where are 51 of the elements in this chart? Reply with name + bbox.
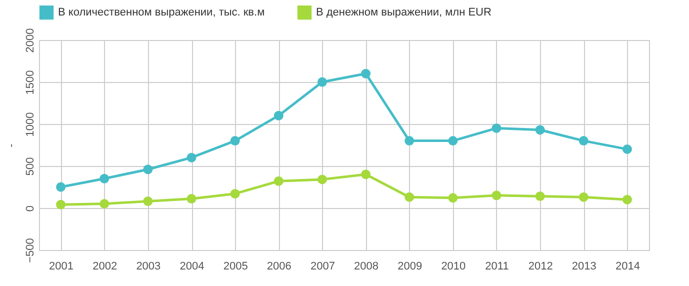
point (404, 136, 414, 146)
point (578, 192, 588, 202)
point (535, 125, 545, 135)
x-tick-label: 2013 (572, 260, 596, 272)
point (230, 188, 240, 198)
point (622, 194, 632, 204)
point (100, 199, 110, 209)
y-tick-label: 0 (24, 205, 36, 212)
x-tick-label: 2008 (354, 260, 379, 272)
point (361, 68, 371, 78)
y-tick-label: 500 (24, 157, 36, 176)
legend-label: В денежном выражении, млн EUR (316, 6, 492, 19)
point (317, 174, 327, 184)
y-tick-label: 1000 (24, 112, 36, 137)
point (56, 200, 66, 210)
point (274, 176, 284, 186)
x-tick-label: 2001 (49, 260, 74, 272)
point (492, 123, 502, 133)
x-tick-label: 2002 (92, 260, 118, 272)
point (361, 170, 371, 180)
point (622, 144, 632, 154)
x-tick-label: 2003 (136, 260, 161, 272)
point (448, 193, 458, 203)
y-axis-title: - (6, 143, 18, 148)
point (186, 152, 196, 162)
point (100, 174, 110, 184)
x-tick-label: 2009 (398, 260, 422, 272)
x-tick-label: 2006 (266, 260, 292, 272)
x-tick-label: 2011 (485, 260, 509, 272)
y-tick-label: 2000 (24, 28, 36, 53)
point (448, 136, 458, 146)
point (143, 196, 153, 206)
legend-label: В количественном выражении, тыс. кв.м (58, 6, 265, 19)
point (56, 182, 66, 192)
x-tick-label: 2010 (441, 260, 466, 272)
x-tick-label: 2004 (180, 260, 204, 272)
x-tick-label: 2014 (615, 260, 640, 272)
x-tick-label: 2007 (310, 260, 335, 272)
point (492, 190, 502, 200)
point (578, 136, 588, 146)
x-tick-label: 2012 (528, 260, 553, 272)
point (230, 136, 240, 146)
y-tick-label: 1500 (24, 70, 36, 95)
x-tick-label: 2005 (223, 260, 248, 272)
point (404, 192, 414, 202)
point (186, 194, 196, 204)
point (317, 77, 327, 87)
point (143, 164, 153, 174)
y-tick-label: −500 (24, 238, 36, 263)
point (535, 192, 545, 201)
point (274, 110, 284, 120)
